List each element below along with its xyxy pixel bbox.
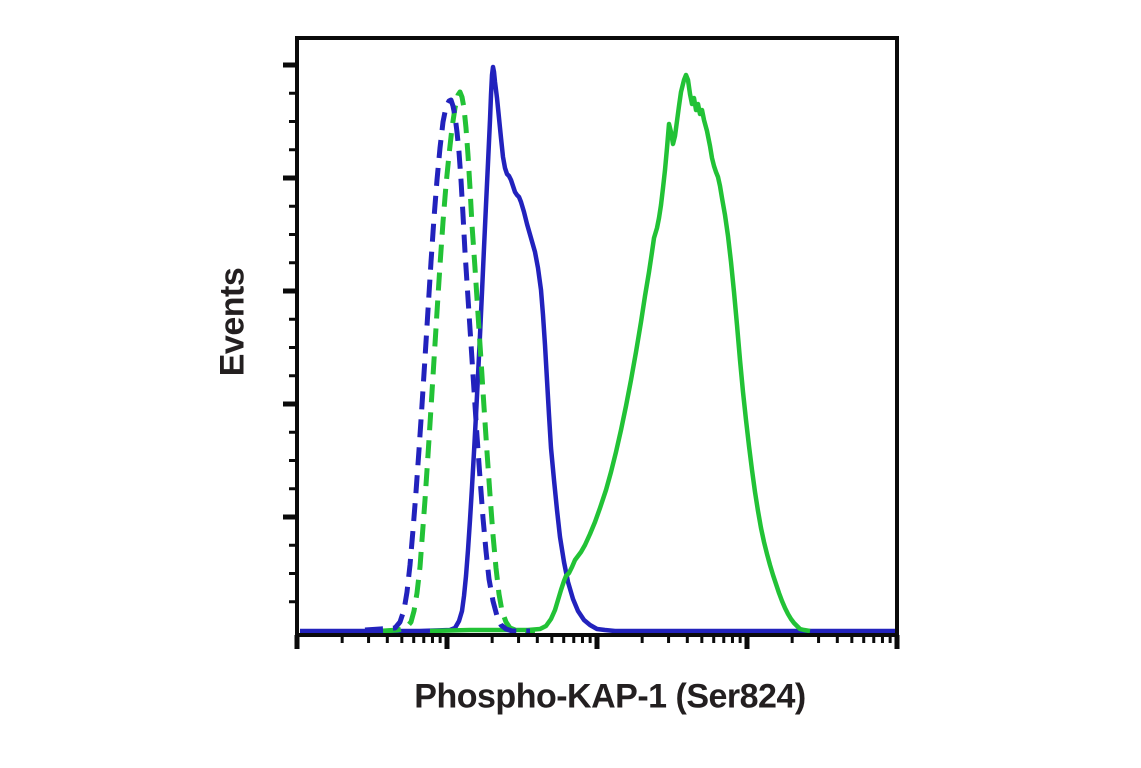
plot-frame (295, 36, 899, 637)
curve-green-solid (429, 72, 811, 634)
curve-green-dashed (382, 89, 536, 634)
curve-blue-solid (300, 64, 897, 634)
x-axis-label: Phospho-KAP-1 (Ser824) (414, 677, 806, 716)
y-axis-label: Events (213, 267, 252, 377)
curve-blue-dashed (364, 97, 530, 634)
